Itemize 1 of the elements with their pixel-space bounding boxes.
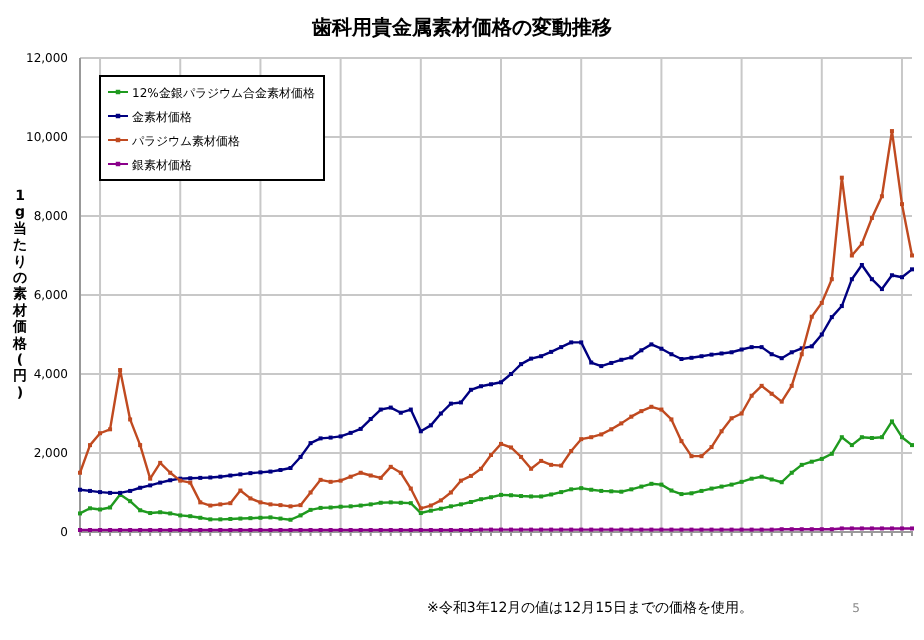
chart-title: 歯科用貴金属素材価格の変動推移 (310, 16, 612, 40)
